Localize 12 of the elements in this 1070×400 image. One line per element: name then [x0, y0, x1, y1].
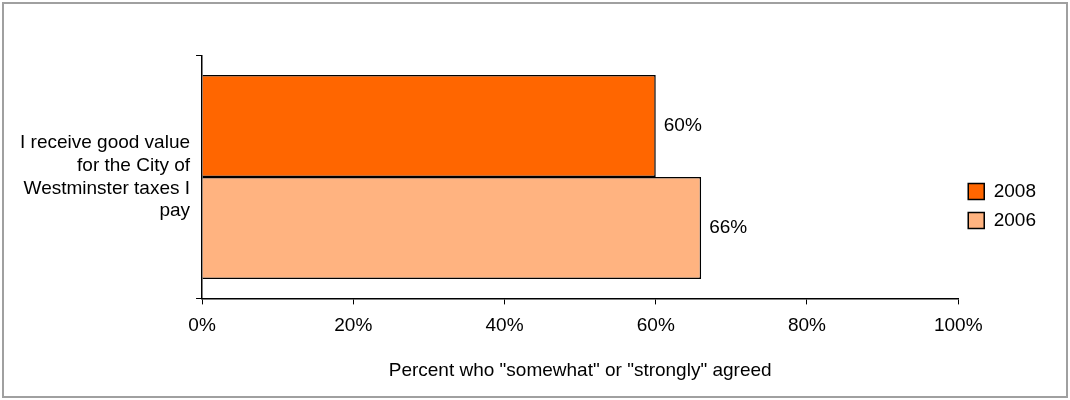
x-tick-label: 0% — [188, 314, 216, 336]
x-tick-label: 80% — [787, 314, 827, 336]
x-tick-label: 60% — [636, 314, 675, 336]
data-label: 60% — [663, 114, 702, 136]
x-axis-title: Percent who "somewhat" or "strongly" agreed — [388, 358, 772, 380]
x-tick-label: 20% — [334, 314, 373, 336]
y-tick-label: I receive good value for the City of Westminster taxes I pay — [19, 131, 191, 221]
data-label: 66% — [709, 216, 748, 238]
legend-label: 2008 — [993, 179, 1037, 201]
x-tick-label: 40% — [485, 314, 524, 336]
legend-label: 2006 — [993, 208, 1037, 230]
x-tick-label: 100% — [933, 314, 983, 336]
